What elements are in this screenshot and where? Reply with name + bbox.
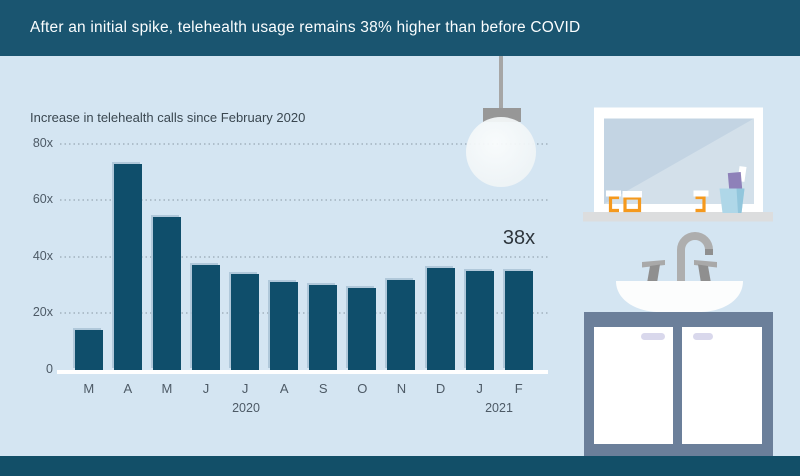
pill-jar-icon (622, 191, 642, 213)
chart-bar (504, 271, 533, 370)
toothbrush-cup-icon (719, 166, 747, 213)
chart-bar (309, 285, 338, 370)
chart-bar (152, 217, 181, 370)
x-axis-year-2021: 2021 (485, 401, 513, 415)
chart-bar (74, 330, 103, 370)
x-axis-month-label: F (514, 381, 523, 396)
x-axis-month-label: S (318, 381, 328, 396)
x-axis-month-label: M (83, 381, 95, 396)
vanity-cabinet-icon (584, 312, 773, 457)
x-axis-line (57, 370, 548, 374)
header-band: After an initial spike, telehealth usage… (0, 0, 800, 56)
x-axis-month-label: D (435, 381, 446, 396)
gridline-80x (60, 142, 548, 145)
pill-bottle-right-icon (693, 190, 709, 213)
y-axis-tick: 40x (32, 248, 53, 263)
pendant-lamp-icon (466, 56, 536, 187)
y-axis-tick: 0 (46, 362, 53, 376)
x-axis-month-label: J (476, 381, 483, 396)
page-title: After an initial spike, telehealth usage… (30, 19, 581, 36)
y-axis-tick: 80x (32, 135, 53, 150)
chart-annotation: 38x (502, 227, 536, 249)
y-axis-tick: 60x (32, 192, 53, 207)
shelf-icon (583, 212, 773, 222)
x-axis-month-label: A (279, 381, 289, 396)
footer-band (0, 456, 800, 476)
x-axis-month-label: N (396, 381, 407, 396)
sink-basin-icon (616, 281, 743, 312)
mirror-icon (594, 107, 763, 214)
gridline-40x (60, 255, 548, 258)
faucet-icon (642, 232, 717, 283)
chart-bar (192, 265, 221, 370)
x-axis-month-label: O (357, 381, 368, 396)
chart-bar (426, 268, 455, 370)
gridline-60x (60, 199, 548, 202)
pill-bottle-icon (606, 190, 621, 213)
x-axis-month-label: J (202, 381, 210, 396)
chart-bar (231, 273, 260, 370)
chart-bar (465, 271, 494, 370)
y-axis-tick: 20x (32, 305, 53, 320)
chart-subtitle: Increase in telehealth calls since Febru… (30, 110, 306, 125)
gridline-20x (60, 312, 548, 315)
x-axis-year-2020: 2020 (232, 401, 260, 415)
chart-bar (387, 279, 416, 370)
x-axis-month-label: A (123, 381, 133, 396)
chart-bar (348, 288, 377, 370)
x-axis-month-label: M (161, 381, 173, 396)
chart-bar (113, 163, 142, 370)
x-axis-month-label: J (241, 381, 249, 396)
chart-bar (270, 282, 299, 370)
